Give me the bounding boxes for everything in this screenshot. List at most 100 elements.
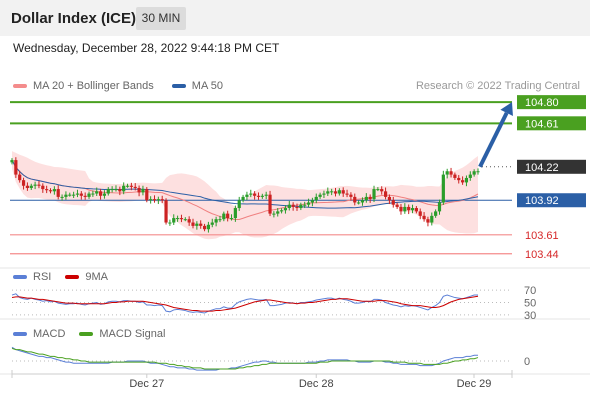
ma50-line [11, 159, 479, 209]
price-label-support: 103.61 [525, 230, 559, 242]
ma50-swatch [171, 84, 186, 88]
candle-body [137, 187, 141, 193]
candle-body [287, 204, 291, 209]
candle-body [410, 208, 415, 211]
candle-body [437, 202, 442, 212]
candle-body [45, 189, 49, 191]
candle-body [37, 184, 41, 186]
price-label-bg [517, 95, 586, 110]
candle-body [218, 219, 222, 221]
candle-body [364, 196, 368, 201]
candle-body [457, 177, 461, 181]
candle-body [357, 202, 361, 204]
candle-body [48, 190, 53, 192]
candle-body [256, 195, 261, 197]
candle-body [303, 204, 307, 206]
candle-body [229, 218, 234, 220]
candle-body [472, 171, 476, 175]
candle-body [403, 206, 407, 212]
ma20-line [11, 159, 479, 221]
candle-body [422, 215, 426, 220]
candle-body [176, 218, 180, 220]
candle-body [468, 174, 472, 178]
rsi-legend: RSI 9MA [13, 271, 108, 283]
macd-legend: MACD MACD Signal [13, 328, 165, 340]
candle-body [330, 191, 334, 193]
candle-body [29, 185, 33, 188]
candle-body [152, 199, 157, 201]
candle-body [179, 218, 184, 220]
price-label-current: 104.22 [525, 162, 559, 174]
candle-body [72, 194, 76, 196]
candle-body [125, 185, 130, 187]
rsi-legend-label: RSI [33, 271, 52, 283]
candle-body [441, 174, 445, 203]
candle-body [449, 171, 453, 175]
candle-body [387, 196, 392, 201]
candle-body [222, 213, 226, 220]
candle-body [14, 160, 18, 175]
candle-body [453, 174, 457, 178]
price-label-resistance: 104.80 [525, 97, 559, 109]
candle-body [122, 185, 126, 192]
candle-body [91, 193, 95, 195]
candle-body [253, 193, 257, 196]
price-label-ma50: 103.92 [525, 195, 559, 207]
macd-signal-legend-label: MACD Signal [99, 328, 166, 340]
chart-header: Dollar Index (ICE) 30 MIN [0, 0, 590, 36]
candle-body [114, 189, 118, 191]
x-tick-label: Dec 28 [299, 378, 334, 390]
rsi-tick-label: 30 [524, 310, 536, 322]
candle-body [306, 202, 311, 205]
candle-body [83, 195, 87, 197]
candle-body [380, 189, 384, 192]
candle-body [41, 185, 45, 190]
candle-body [353, 196, 357, 203]
candle-body [168, 222, 172, 224]
price-label-bg [517, 159, 586, 174]
forecast-arrow-head [500, 102, 513, 116]
candle-body [10, 160, 14, 163]
candle-body [79, 193, 83, 196]
candle-body [310, 200, 314, 203]
price-label-bg [517, 193, 586, 208]
candle-body [110, 189, 114, 191]
candle-body [172, 218, 176, 223]
ma-bb-swatch [13, 84, 27, 88]
candle-body [118, 189, 122, 192]
macd-legend-label: MACD [33, 328, 66, 340]
ma-bb-legend-label: MA 20 + Bollinger Bands [33, 80, 154, 92]
candle-body [272, 213, 276, 215]
candle-body [326, 191, 330, 194]
x-tick-label: Dec 29 [457, 378, 492, 390]
candle-body [291, 204, 295, 207]
candle-body [264, 194, 268, 196]
instrument-title: Dollar Index (ICE) [11, 10, 137, 27]
candle-body [145, 189, 149, 201]
candle-body [237, 200, 241, 209]
candle-body [360, 200, 365, 203]
macd-signal-line [11, 347, 479, 370]
candle-body [460, 180, 465, 183]
candle-body [87, 193, 91, 197]
candle-body [299, 204, 303, 209]
candle-body [295, 206, 299, 209]
candle-body [434, 211, 438, 216]
candle-body [407, 206, 411, 211]
candle-body [60, 196, 64, 198]
candle-body [276, 211, 280, 214]
candle-body [195, 223, 199, 226]
candle-body [268, 194, 272, 214]
date-label: Wednesday, December 28, 2022 9:44:18 PM … [13, 41, 280, 55]
candle-body [318, 194, 322, 197]
candle-body [199, 223, 203, 226]
candle-body [149, 199, 153, 201]
candle-body [187, 219, 191, 223]
price-label-bg [517, 116, 586, 131]
candle-body [430, 215, 434, 223]
candle-body [210, 222, 214, 225]
candle-body [95, 191, 99, 194]
candle-body [260, 195, 264, 197]
timeframe-button[interactable]: 30 MIN [136, 7, 186, 30]
